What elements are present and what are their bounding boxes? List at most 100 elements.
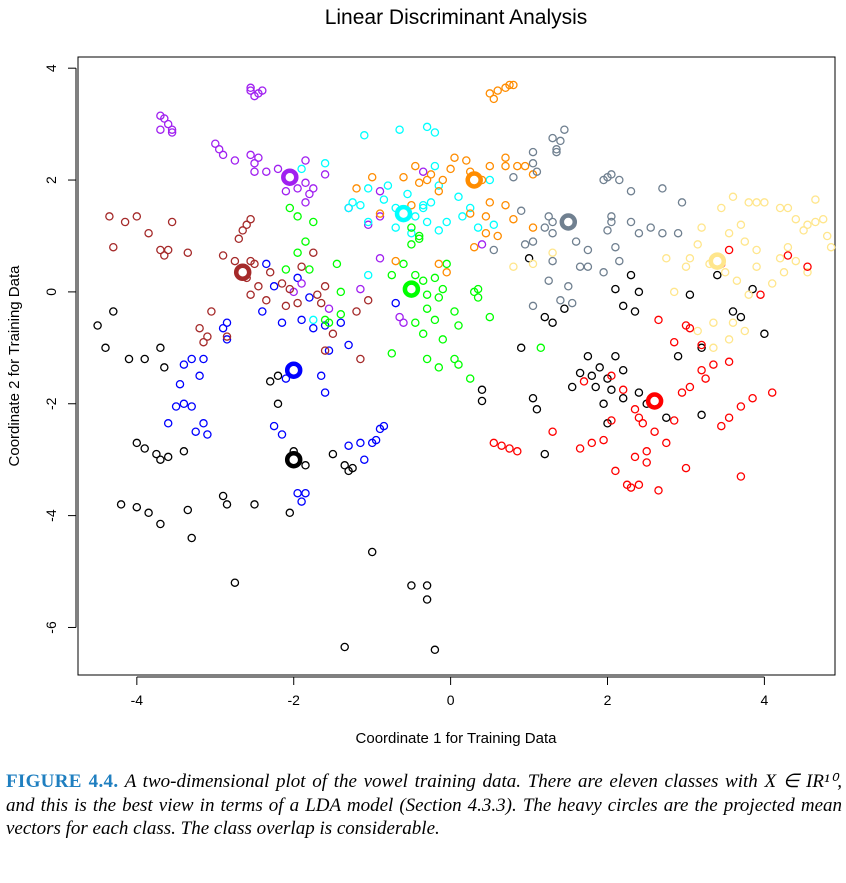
- scatter-points: [93, 80, 836, 655]
- data-point: [434, 226, 444, 235]
- data-point: [199, 337, 208, 347]
- data-point: [662, 438, 671, 448]
- data-point: [681, 463, 691, 473]
- data-point: [281, 265, 291, 274]
- data-point: [426, 170, 436, 179]
- x-tick-label: -2: [287, 692, 300, 708]
- data-point: [422, 595, 432, 604]
- data-point: [281, 374, 291, 383]
- data-point: [677, 388, 687, 397]
- data-point: [646, 223, 655, 232]
- data-point: [752, 262, 761, 271]
- data-point: [618, 365, 628, 375]
- data-point: [293, 212, 302, 221]
- data-point: [160, 114, 169, 123]
- y-tick-label: -4: [43, 509, 59, 522]
- data-point: [505, 80, 514, 90]
- data-point: [144, 508, 153, 518]
- data-point: [273, 164, 283, 174]
- data-point: [297, 279, 306, 288]
- data-point: [352, 307, 361, 316]
- data-point: [642, 458, 651, 467]
- data-point: [532, 405, 542, 414]
- data-point: [218, 323, 228, 333]
- data-point: [187, 354, 196, 364]
- data-point: [724, 357, 734, 367]
- data-point: [375, 212, 385, 221]
- data-point: [324, 346, 334, 355]
- data-point: [493, 86, 502, 95]
- data-point: [626, 483, 636, 492]
- data-point: [528, 393, 538, 403]
- data-point: [791, 214, 801, 224]
- data-point: [324, 318, 334, 327]
- data-point: [607, 217, 616, 227]
- data-point: [254, 153, 263, 162]
- data-point: [618, 385, 628, 395]
- data-point: [156, 519, 165, 529]
- data-point: [383, 181, 393, 190]
- data-point: [571, 237, 581, 246]
- data-point: [120, 217, 130, 227]
- data-point: [195, 323, 204, 333]
- data-point: [285, 284, 295, 294]
- data-point: [744, 198, 753, 207]
- data-point: [179, 360, 189, 369]
- data-point: [516, 343, 526, 353]
- data-point: [618, 301, 628, 311]
- data-point: [638, 419, 648, 428]
- data-point: [254, 282, 263, 291]
- data-point: [344, 340, 353, 350]
- data-point: [587, 371, 597, 381]
- data-point: [438, 175, 448, 185]
- data-point: [246, 214, 255, 224]
- data-point: [152, 449, 161, 459]
- data-point: [167, 125, 177, 134]
- data-point: [626, 186, 636, 196]
- data-point: [430, 315, 440, 325]
- data-point: [693, 240, 702, 249]
- data-point: [556, 136, 565, 146]
- data-point: [575, 262, 585, 271]
- data-point: [116, 500, 126, 509]
- data-point: [685, 254, 695, 263]
- data-point: [222, 318, 232, 327]
- class-mean-point: [284, 361, 303, 379]
- data-point: [399, 318, 408, 327]
- data-point: [395, 312, 404, 322]
- data-point: [779, 268, 789, 277]
- data-point: [799, 226, 808, 235]
- data-point: [367, 547, 377, 557]
- data-point: [375, 209, 385, 218]
- data-point: [277, 279, 287, 288]
- data-point: [246, 86, 255, 95]
- data-point: [485, 89, 495, 98]
- data-point: [167, 128, 177, 137]
- data-point: [724, 245, 734, 255]
- data-point: [258, 307, 267, 316]
- data-point: [203, 332, 212, 341]
- data-point: [124, 354, 134, 364]
- data-point: [528, 259, 538, 269]
- data-point: [265, 377, 275, 386]
- x-axis-label: Coordinate 1 for Training Data: [356, 730, 558, 747]
- data-point: [363, 270, 373, 280]
- data-point: [611, 351, 620, 361]
- data-point: [430, 645, 440, 655]
- data-point: [822, 231, 832, 241]
- data-point: [422, 175, 432, 185]
- data-point: [144, 228, 153, 238]
- data-point: [262, 296, 271, 305]
- data-point: [238, 226, 247, 235]
- data-point: [501, 161, 510, 171]
- data-point: [156, 343, 165, 353]
- data-point: [736, 472, 746, 481]
- data-point: [485, 175, 495, 185]
- data-point: [509, 80, 518, 90]
- data-point: [634, 287, 644, 297]
- data-point: [548, 318, 557, 327]
- data-point: [356, 200, 365, 210]
- data-point: [811, 195, 820, 204]
- data-point: [363, 217, 373, 227]
- data-point: [564, 282, 573, 291]
